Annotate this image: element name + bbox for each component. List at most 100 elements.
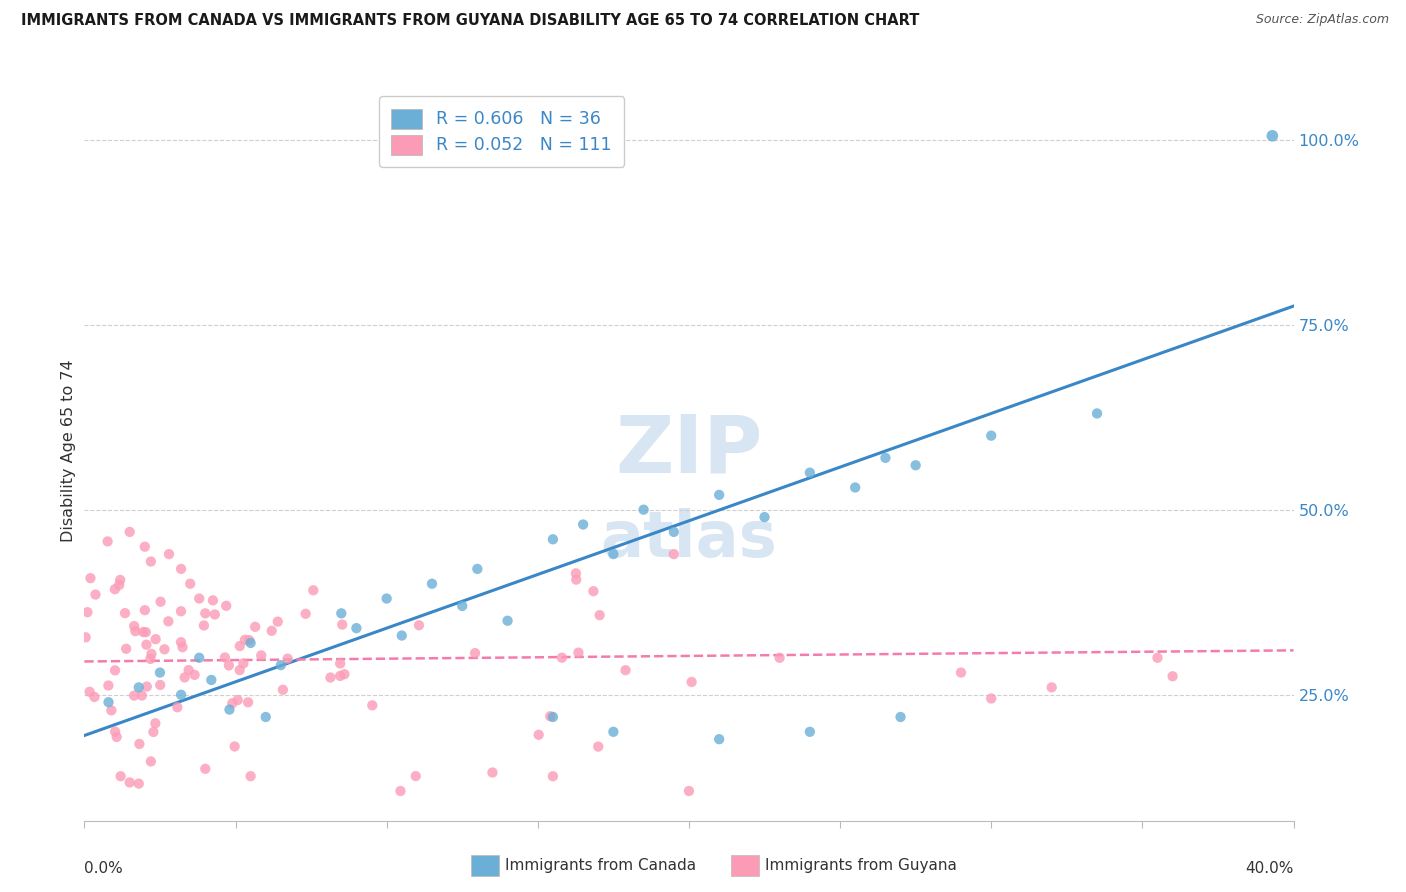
- Point: [330, 607, 353, 621]
- Point: [567, 646, 589, 660]
- Point: [844, 480, 866, 494]
- Point: [179, 576, 201, 591]
- Point: [389, 784, 412, 798]
- Point: [267, 615, 290, 629]
- Point: [1085, 407, 1108, 421]
- Point: [177, 663, 200, 677]
- Point: [84, 588, 107, 602]
- Point: [128, 737, 150, 751]
- Point: [200, 673, 222, 687]
- Point: [149, 665, 172, 680]
- Point: [405, 769, 427, 783]
- Point: [224, 739, 246, 754]
- Point: [131, 689, 153, 703]
- Point: [170, 688, 193, 702]
- Point: [110, 769, 132, 783]
- Point: [319, 671, 342, 685]
- Point: [464, 646, 486, 660]
- Point: [104, 582, 127, 597]
- Point: [361, 698, 384, 713]
- Point: [214, 650, 236, 665]
- Point: [201, 593, 224, 607]
- Text: Immigrants from Canada: Immigrants from Canada: [505, 858, 696, 872]
- Point: [329, 657, 352, 671]
- Point: [681, 675, 703, 690]
- Point: [115, 641, 138, 656]
- Point: [346, 621, 368, 635]
- Point: [254, 710, 277, 724]
- Point: [170, 635, 193, 649]
- Point: [602, 547, 624, 561]
- Point: [233, 632, 256, 647]
- Point: [97, 679, 120, 693]
- Point: [232, 657, 254, 671]
- Point: [541, 533, 564, 547]
- Point: [391, 628, 413, 642]
- Point: [662, 524, 685, 539]
- Point: [226, 693, 249, 707]
- Point: [139, 755, 162, 769]
- Point: [153, 642, 176, 657]
- Point: [375, 591, 398, 606]
- Point: [588, 739, 610, 754]
- Point: [170, 562, 193, 576]
- Point: [141, 647, 163, 661]
- Point: [662, 547, 685, 561]
- Point: [980, 691, 1002, 706]
- Point: [122, 689, 145, 703]
- Point: [157, 547, 180, 561]
- Text: 0.0%: 0.0%: [84, 862, 124, 876]
- Point: [194, 762, 217, 776]
- Point: [633, 502, 655, 516]
- Point: [149, 595, 172, 609]
- Point: [118, 775, 141, 789]
- Point: [218, 658, 240, 673]
- Point: [142, 725, 165, 739]
- Point: [481, 765, 503, 780]
- Y-axis label: Disability Age 65 to 74: Disability Age 65 to 74: [60, 359, 76, 541]
- Point: [1040, 681, 1063, 695]
- Point: [221, 696, 243, 710]
- Point: [541, 769, 564, 783]
- Point: [565, 573, 588, 587]
- Point: [139, 652, 162, 666]
- Point: [1261, 128, 1284, 143]
- Point: [229, 639, 252, 653]
- Point: [582, 584, 605, 599]
- Point: [602, 724, 624, 739]
- Point: [83, 690, 105, 704]
- Point: [709, 732, 731, 747]
- Point: [204, 607, 226, 622]
- Point: [145, 632, 167, 647]
- Point: [980, 428, 1002, 442]
- Point: [218, 703, 240, 717]
- Point: [128, 776, 150, 791]
- Point: [104, 724, 127, 739]
- Text: IMMIGRANTS FROM CANADA VS IMMIGRANTS FROM GUYANA DISABILITY AGE 65 TO 74 CORRELA: IMMIGRANTS FROM CANADA VS IMMIGRANTS FRO…: [21, 13, 920, 29]
- Point: [108, 578, 131, 592]
- Point: [799, 466, 821, 480]
- Point: [271, 682, 294, 697]
- Point: [875, 450, 897, 465]
- Point: [79, 571, 101, 585]
- Point: [97, 534, 120, 549]
- Point: [122, 619, 145, 633]
- Point: [294, 607, 316, 621]
- Point: [709, 488, 731, 502]
- Point: [128, 681, 150, 695]
- Point: [239, 636, 262, 650]
- Point: [105, 730, 128, 744]
- Point: [277, 651, 299, 665]
- Point: [904, 458, 927, 473]
- Point: [330, 617, 353, 632]
- Point: [467, 562, 489, 576]
- Point: [754, 510, 776, 524]
- Point: [193, 618, 215, 632]
- Text: 40.0%: 40.0%: [1246, 862, 1294, 876]
- Point: [1161, 669, 1184, 683]
- Point: [541, 710, 564, 724]
- Point: [108, 573, 131, 587]
- Point: [188, 591, 211, 606]
- Point: [149, 678, 172, 692]
- Point: [104, 664, 127, 678]
